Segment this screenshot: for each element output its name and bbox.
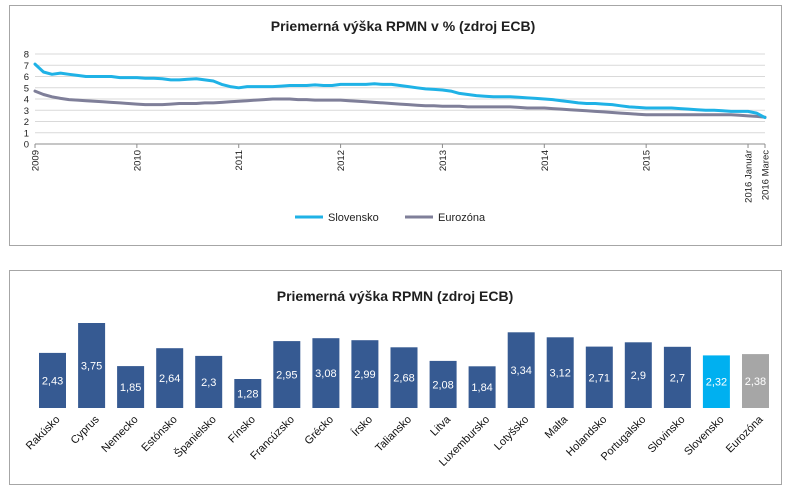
category-label: Estónsko (139, 414, 179, 454)
x-tick-label: 2011 (234, 150, 245, 170)
bar-value-label: 2,71 (589, 372, 610, 384)
bar-Estónsko (156, 348, 184, 408)
bar-value-label: 3,08 (315, 368, 336, 380)
category-label: Cyprus (69, 413, 102, 446)
category-label: Slovensko (682, 414, 726, 458)
bar-value-label: 2,32 (706, 377, 727, 389)
x-tick-label: 2016 Marec (761, 150, 772, 200)
y-tick-label: 3 (24, 106, 29, 117)
category-label: Eurozóna (724, 413, 766, 455)
category-label: Litva (428, 413, 454, 439)
x-tick-label: 2015 (642, 150, 653, 171)
bar-Fínsko (234, 379, 262, 408)
bar-Nemecko (117, 366, 145, 408)
line-chart: Priemerná výška RPMN v % (zdroj ECB) 012… (24, 18, 772, 224)
bar-Lotyšsko (507, 332, 535, 408)
category-label: Španielsko (172, 413, 219, 460)
bar-value-label: 2,38 (745, 376, 766, 388)
bar-value-label: 2,95 (276, 370, 297, 382)
bar-chart-panel: Priemerná výška RPMN (zdroj ECB) 2,43 3,7… (9, 270, 782, 485)
bar-value-label: 2,7 (670, 372, 685, 384)
bar-Luxembursko (468, 366, 496, 408)
bar-value-label: 3,12 (549, 368, 570, 380)
bar-Holandsko (585, 346, 613, 408)
bar-Eurozóna (742, 354, 769, 408)
category-label: Malta (543, 413, 571, 441)
series-line-Eurozóna (33, 89, 767, 119)
series-line-Slovensko (33, 62, 767, 120)
bar-value-label: 3,34 (510, 365, 531, 377)
bar-value-label: 2,43 (42, 376, 63, 388)
legend-label: Eurozóna (438, 212, 486, 224)
bar-value-label: 2,3 (201, 377, 216, 389)
y-tick-label: 8 (24, 50, 29, 61)
y-tick-label: 7 (24, 61, 29, 72)
y-tick-label: 5 (24, 83, 29, 94)
bar-Portugalsko (624, 342, 652, 408)
category-label: Taliansko (373, 414, 414, 455)
bar-Slovensko (702, 355, 730, 408)
x-tick-label: 2010 (132, 150, 143, 171)
x-tick-label: 2016 Január (744, 150, 755, 203)
bar-Malta (546, 337, 574, 408)
bar-Francúzsko (273, 341, 301, 408)
category-label: Írsko (349, 413, 375, 439)
bar-value-label: 2,64 (159, 373, 180, 385)
x-tick-label: 2012 (336, 150, 347, 171)
bar-Írsko (351, 340, 379, 408)
bar-Rakúsko (39, 352, 66, 408)
bar-value-label: 2,9 (631, 370, 646, 382)
line-chart-title: Priemerná výška RPMN v % (zdroj ECB) (271, 18, 536, 34)
category-label: Grécko (302, 414, 336, 448)
category-label: Lotyšsko (492, 414, 531, 453)
bar-value-label: 1,84 (471, 382, 492, 394)
category-label: Rakúsko (24, 414, 63, 453)
bar-Slovinsko (663, 346, 691, 408)
bar-value-label: 1,28 (237, 389, 258, 401)
y-tick-label: 2 (24, 117, 29, 128)
legend-label: Slovensko (328, 212, 379, 224)
bar-Cyprus (78, 323, 106, 408)
y-tick-label: 4 (24, 95, 29, 106)
x-tick-label: 2014 (540, 150, 551, 171)
category-label: Fínsko (226, 414, 258, 446)
category-label: Nemecko (99, 414, 140, 455)
bar-value-label: 2,68 (393, 373, 414, 385)
bar-value-label: 2,08 (432, 379, 453, 391)
y-tick-label: 6 (24, 72, 29, 83)
bar-Grécko (312, 338, 340, 408)
bar-value-label: 2,99 (354, 369, 375, 381)
bar-chart: Priemerná výška RPMN (zdroj ECB) 2,43 3,7… (24, 288, 769, 469)
bar-Taliansko (390, 347, 418, 408)
x-tick-label: 2013 (438, 150, 449, 171)
bar-value-label: 3,75 (81, 361, 102, 373)
y-tick-label: 0 (24, 140, 29, 151)
x-tick-label: 2009 (31, 150, 42, 171)
bar-Španielsko (195, 355, 223, 408)
bar-Litva (429, 360, 457, 408)
bar-chart-title: Priemerná výška RPMN (zdroj ECB) (277, 288, 514, 304)
bar-value-label: 1,85 (120, 382, 141, 394)
y-tick-label: 1 (24, 128, 29, 139)
